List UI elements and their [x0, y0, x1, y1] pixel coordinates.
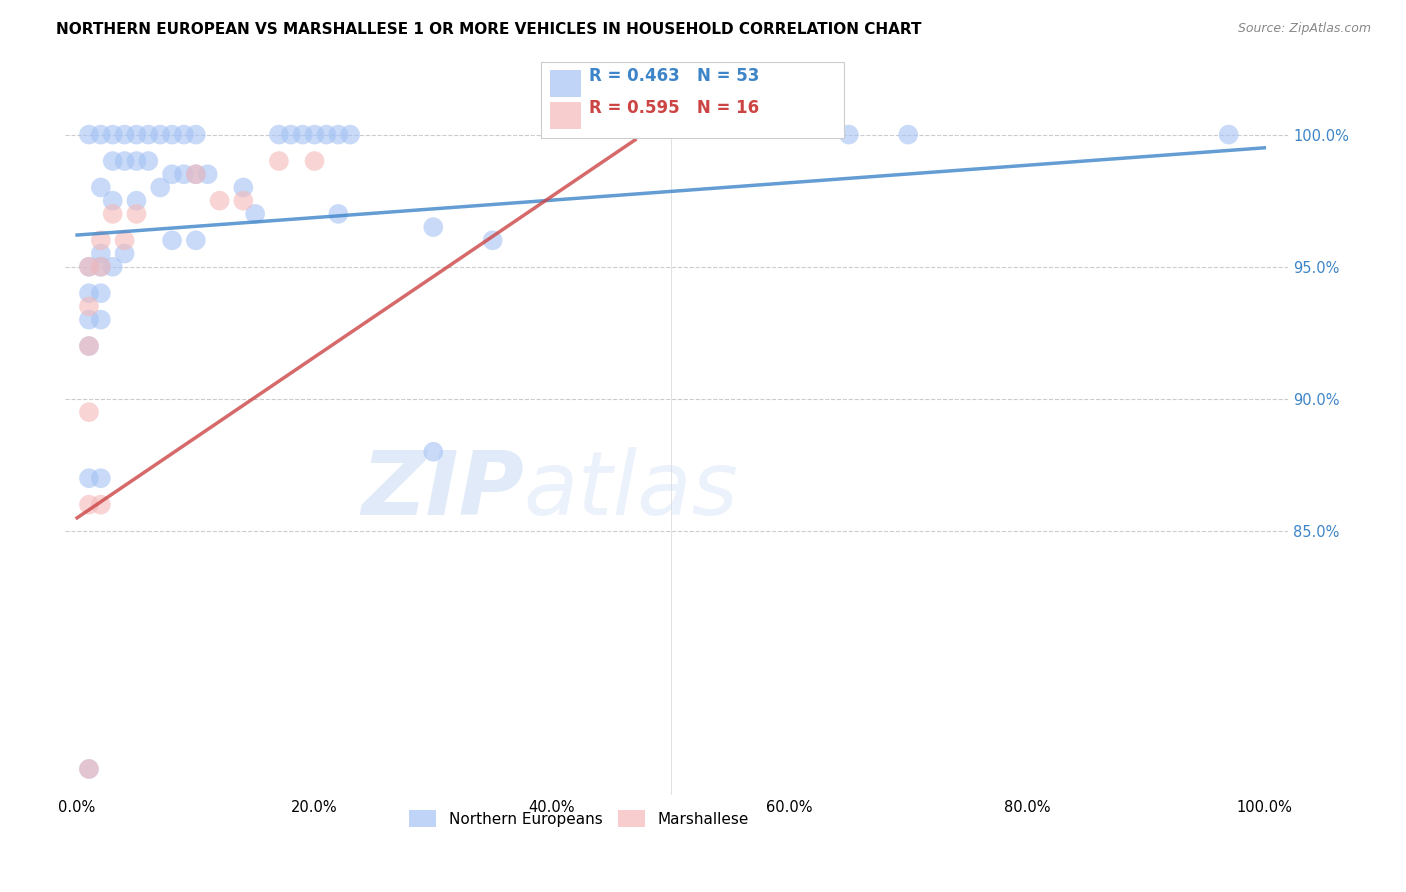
Point [114, 233, 136, 247]
Point [304, 128, 326, 142]
Point [243, 207, 266, 221]
Text: Source: ZipAtlas.com: Source: ZipAtlas.com [1237, 22, 1371, 36]
Point [90, 180, 112, 194]
Point [160, 233, 183, 247]
Point [422, 220, 444, 235]
Point [197, 167, 219, 181]
Point [90, 128, 112, 142]
Point [90, 471, 112, 485]
Point [149, 128, 172, 142]
Point [125, 154, 148, 169]
Point [77, 471, 100, 485]
Point [184, 167, 207, 181]
Point [101, 128, 124, 142]
Point [90, 312, 112, 326]
Point [101, 260, 124, 274]
Point [77, 260, 100, 274]
Point [184, 167, 207, 181]
Point [77, 300, 100, 314]
Point [184, 233, 207, 247]
Point [125, 207, 148, 221]
Point [291, 128, 314, 142]
Point [90, 260, 112, 274]
Point [77, 339, 100, 353]
Point [232, 194, 254, 208]
Legend: Northern Europeans, Marshallese: Northern Europeans, Marshallese [401, 802, 756, 835]
Point [173, 167, 195, 181]
Point [897, 128, 920, 142]
Point [77, 762, 100, 776]
Point [77, 498, 100, 512]
Point [90, 498, 112, 512]
Point [77, 312, 100, 326]
Point [149, 180, 172, 194]
Point [77, 286, 100, 301]
Point [267, 128, 290, 142]
Point [267, 154, 290, 169]
Point [125, 194, 148, 208]
Point [90, 286, 112, 301]
Point [101, 207, 124, 221]
Point [208, 194, 231, 208]
Point [90, 233, 112, 247]
Point [160, 167, 183, 181]
Point [328, 207, 350, 221]
Point [101, 154, 124, 169]
Point [838, 128, 860, 142]
Point [136, 128, 159, 142]
Text: R = 0.595   N = 16: R = 0.595 N = 16 [589, 99, 759, 117]
Point [160, 128, 183, 142]
Point [280, 128, 302, 142]
Point [77, 405, 100, 419]
Point [328, 128, 350, 142]
Point [339, 128, 361, 142]
Point [90, 260, 112, 274]
Point [481, 233, 503, 247]
Point [77, 762, 100, 776]
Point [1218, 128, 1240, 142]
Point [136, 154, 159, 169]
Point [101, 194, 124, 208]
Point [232, 180, 254, 194]
Text: atlas: atlas [524, 447, 738, 533]
Point [114, 128, 136, 142]
Point [184, 128, 207, 142]
Point [173, 128, 195, 142]
Point [114, 154, 136, 169]
Point [77, 339, 100, 353]
Point [304, 154, 326, 169]
Point [315, 128, 337, 142]
Text: ZIP: ZIP [361, 447, 524, 533]
Point [114, 246, 136, 260]
Point [422, 444, 444, 458]
Text: R = 0.463   N = 53: R = 0.463 N = 53 [589, 67, 759, 85]
Point [77, 260, 100, 274]
Point [90, 246, 112, 260]
Point [125, 128, 148, 142]
Text: NORTHERN EUROPEAN VS MARSHALLESE 1 OR MORE VEHICLES IN HOUSEHOLD CORRELATION CHA: NORTHERN EUROPEAN VS MARSHALLESE 1 OR MO… [56, 22, 922, 37]
Point [77, 128, 100, 142]
